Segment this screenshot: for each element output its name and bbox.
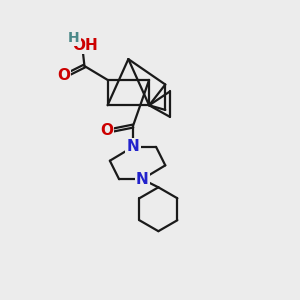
Text: N: N	[127, 140, 139, 154]
Text: O: O	[100, 123, 113, 138]
Text: H: H	[68, 31, 80, 45]
Text: N: N	[136, 172, 148, 187]
Text: O: O	[57, 68, 70, 83]
Text: OH: OH	[73, 38, 98, 53]
